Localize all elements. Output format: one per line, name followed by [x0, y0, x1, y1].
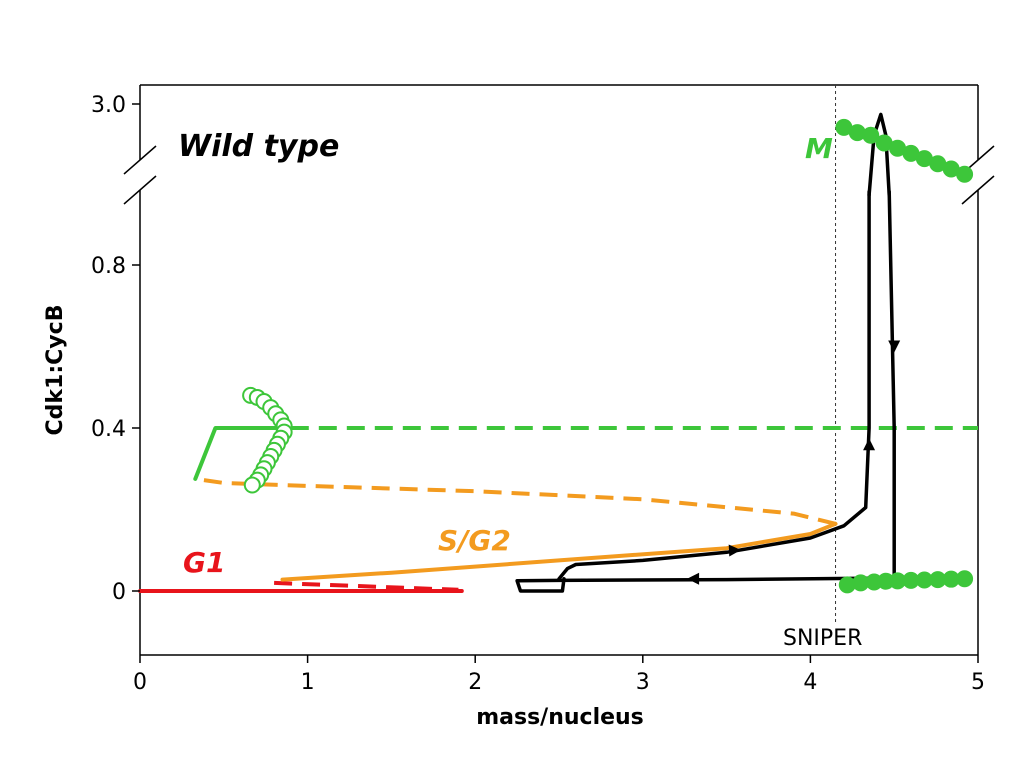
series-line-1 — [274, 580, 459, 592]
x-tick-label: 5 — [971, 670, 985, 695]
series-line-9 — [557, 189, 871, 581]
x-tick-label: 4 — [803, 670, 817, 695]
arrow-layer — [687, 340, 901, 585]
sg2-label: S/G2 — [438, 524, 511, 557]
axis-break-mark — [123, 145, 157, 175]
axis-break-mark — [961, 175, 995, 205]
y-axis-title: Cdk1:CycB — [43, 305, 68, 436]
series-line-3 — [195, 476, 836, 526]
series-line-11 — [515, 189, 896, 593]
y-tick-label: 0.4 — [91, 417, 126, 442]
x-tick-label: 0 — [133, 670, 147, 695]
marker-layer — [242, 118, 974, 594]
x-tick-label: 3 — [636, 670, 650, 695]
trajectory-arrow-1 — [863, 438, 876, 451]
axis-break-mark — [123, 175, 157, 205]
stable-point-8-9 — [956, 165, 974, 183]
series-line-2 — [280, 521, 838, 582]
plot-frame — [123, 84, 995, 656]
y-tick-label: 0.8 — [91, 254, 126, 279]
series-line-4 — [193, 426, 293, 481]
m-label: M — [805, 132, 833, 165]
x-axis-title: mass/nucleus — [476, 705, 644, 730]
x-tick-label: 2 — [468, 670, 482, 695]
unstable-point-6-16 — [243, 476, 261, 494]
y-tick-label: 0 — [112, 580, 126, 605]
stable-point-7-9 — [956, 570, 974, 588]
trajectory-arrow-3 — [687, 572, 700, 585]
series-layer — [138, 112, 978, 593]
trajectory-arrow-2 — [888, 340, 901, 353]
sniper-label: SNIPER — [783, 626, 862, 651]
stable-point-8-2 — [862, 126, 880, 144]
y-tick-label: 3.0 — [91, 93, 126, 118]
trajectory-arrow-0 — [728, 544, 741, 557]
stable-point-8-1 — [848, 124, 866, 142]
chart-title: Wild type — [178, 129, 339, 164]
series-line-10 — [867, 112, 891, 197]
x-tick-label: 1 — [301, 670, 315, 695]
g1-label: G1 — [183, 546, 225, 579]
axis-layer: 0 1 2 3 4 5 0 0.4 0.8 3.0 — [91, 93, 985, 695]
